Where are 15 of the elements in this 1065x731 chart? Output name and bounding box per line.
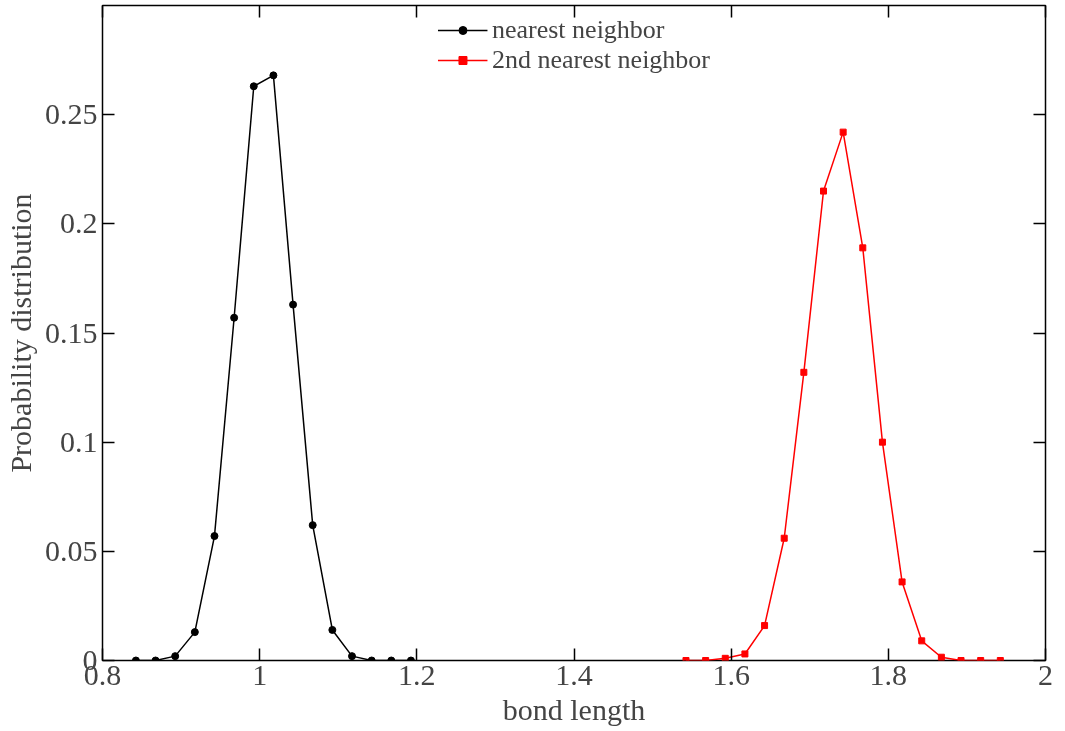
x-tick-label: 1.8 — [869, 657, 908, 691]
x-tick-label: 2 — [1038, 657, 1053, 691]
y-tick-label: 0.25 — [45, 97, 98, 131]
x-axis-title: bond length — [502, 692, 646, 726]
legend-label: nearest neighbor — [491, 15, 665, 45]
x-tick-label: 1 — [252, 657, 268, 691]
x-tick-label: 1.6 — [712, 657, 750, 691]
y-tick-label: 0.15 — [45, 315, 98, 349]
legend-label: 2nd nearest neighbor — [491, 45, 711, 75]
y-tick-label: 0.1 — [60, 424, 98, 458]
x-tick-label: 1.4 — [555, 657, 593, 691]
y-axis-title: Probability distribution — [4, 193, 37, 473]
y-tick-label: 0.2 — [60, 206, 98, 240]
y-tick-label: 0.05 — [45, 533, 98, 567]
x-tick-label: 1.2 — [398, 657, 436, 691]
